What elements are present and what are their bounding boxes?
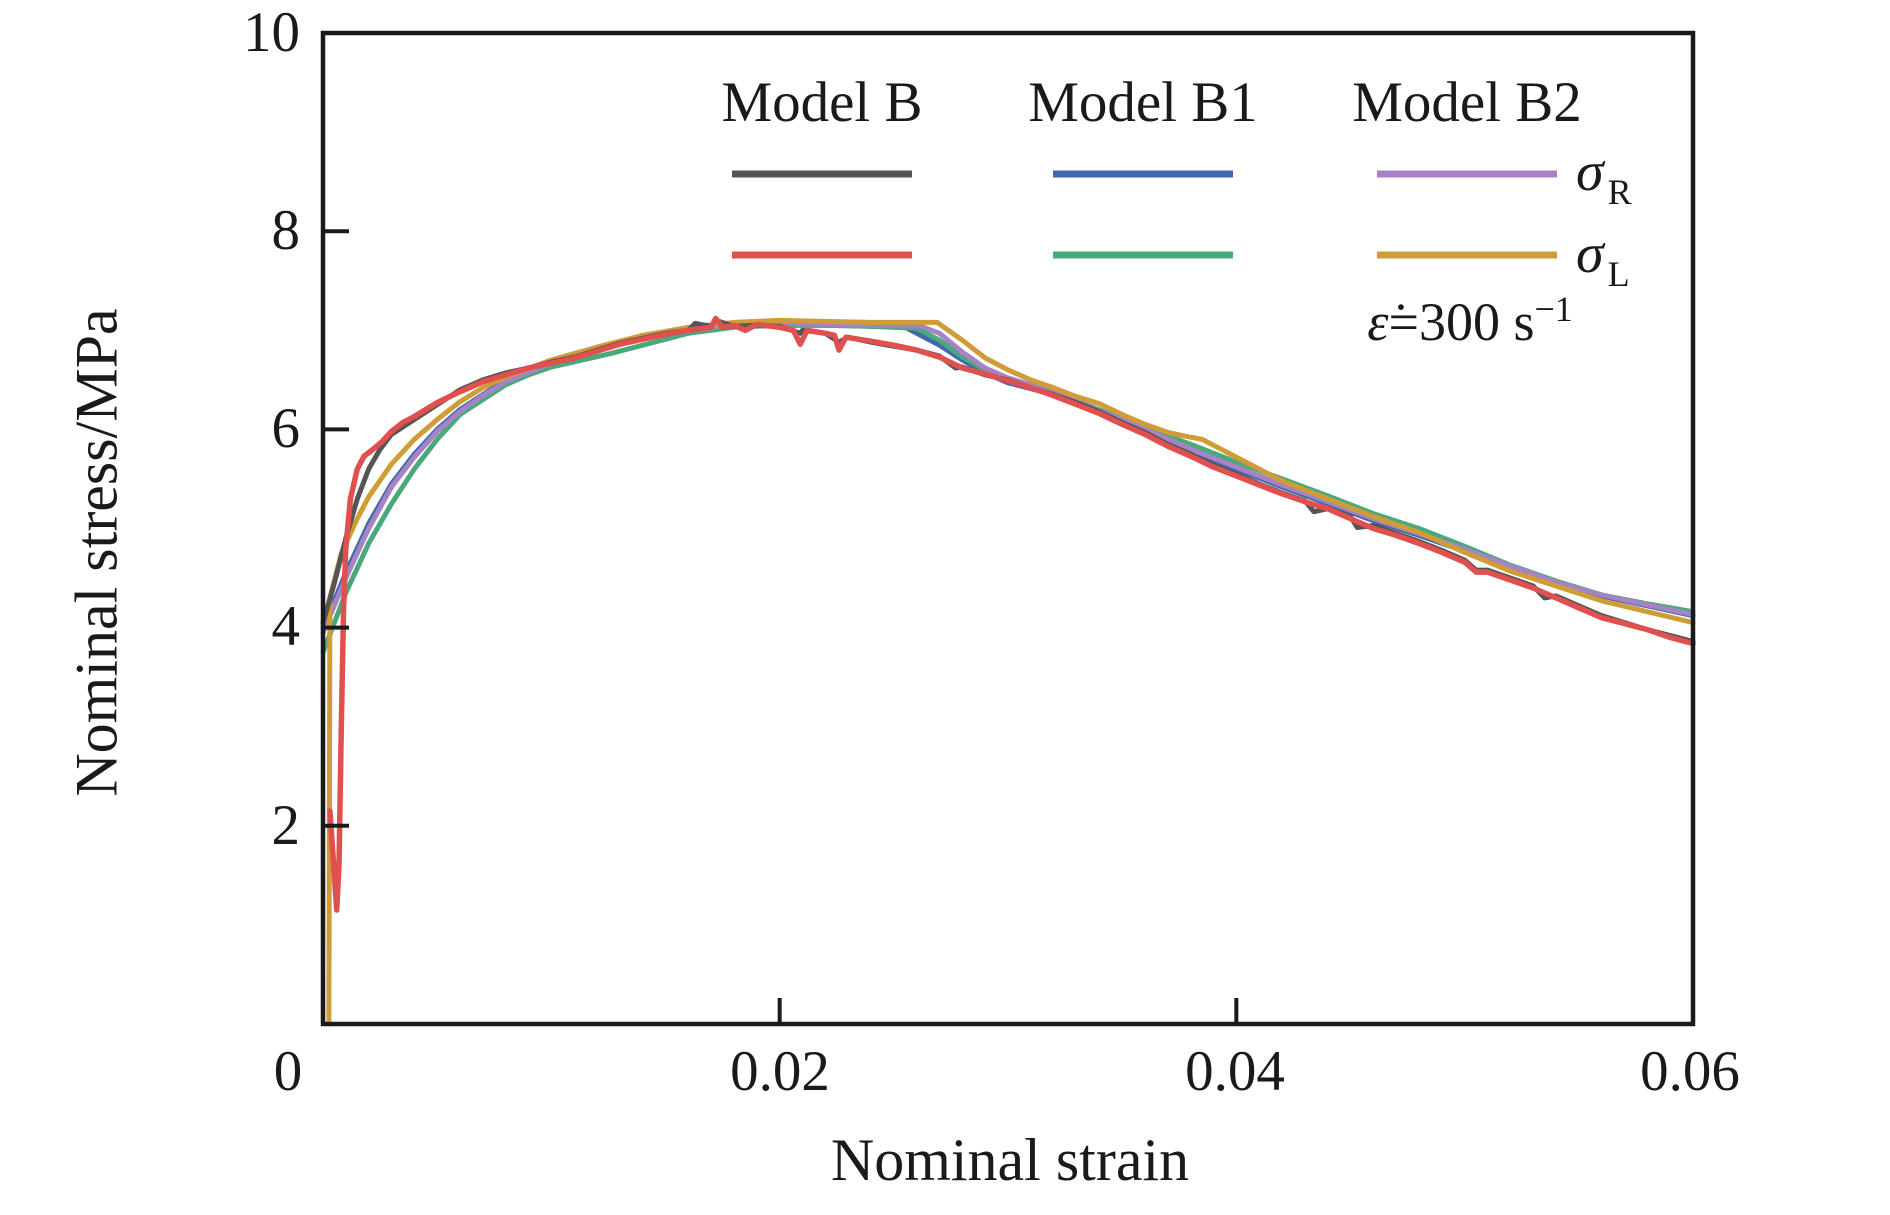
y-axis-title: Nominal stress/MPa	[63, 308, 130, 797]
curve-model-b1-sigma-l	[320, 322, 1696, 655]
sigma-l-symbol: σ	[1576, 223, 1604, 285]
annotation-superscript: −1	[1534, 289, 1573, 329]
y-tick-label-8: 8	[271, 199, 301, 262]
annotation-body: =300 s	[1388, 292, 1535, 352]
curve-model-b-sigma-l	[327, 315, 1696, 913]
curve-model-b2-sigma-l	[326, 317, 1696, 1027]
legend-header-model-b1: Model B1	[1028, 71, 1258, 134]
epsilon-dot-symbol: ε̇	[1367, 292, 1389, 352]
x-tick-label-002: 0.02	[730, 1040, 830, 1103]
legend-swatches	[732, 170, 1557, 259]
y-tick-label-2: 2	[271, 794, 301, 857]
sigma-l-subscript: L	[1607, 254, 1630, 294]
curves-layer	[320, 315, 1696, 1027]
y-tick-label-10: 10	[243, 1, 300, 64]
sigma-r-subscript: R	[1607, 172, 1632, 212]
strain-rate-annotation: ε̇=300 s−1	[1260, 288, 1680, 353]
x-tick-label-0: 0	[273, 1040, 303, 1103]
axes-layer	[320, 30, 1696, 1027]
x-tick-label-006: 0.06	[1640, 1040, 1740, 1103]
y-tick-label-4: 4	[271, 595, 301, 658]
legend-header-model-b: Model B	[721, 71, 923, 134]
sigma-r-symbol: σ	[1576, 141, 1604, 203]
plot-frame	[320, 30, 1696, 1027]
y-tick-label-6: 6	[271, 397, 301, 460]
legend-header-model-b2: Model B2	[1352, 71, 1582, 134]
x-axis-title: Nominal strain	[830, 1127, 1190, 1193]
x-tick-label-004: 0.04	[1185, 1040, 1285, 1103]
